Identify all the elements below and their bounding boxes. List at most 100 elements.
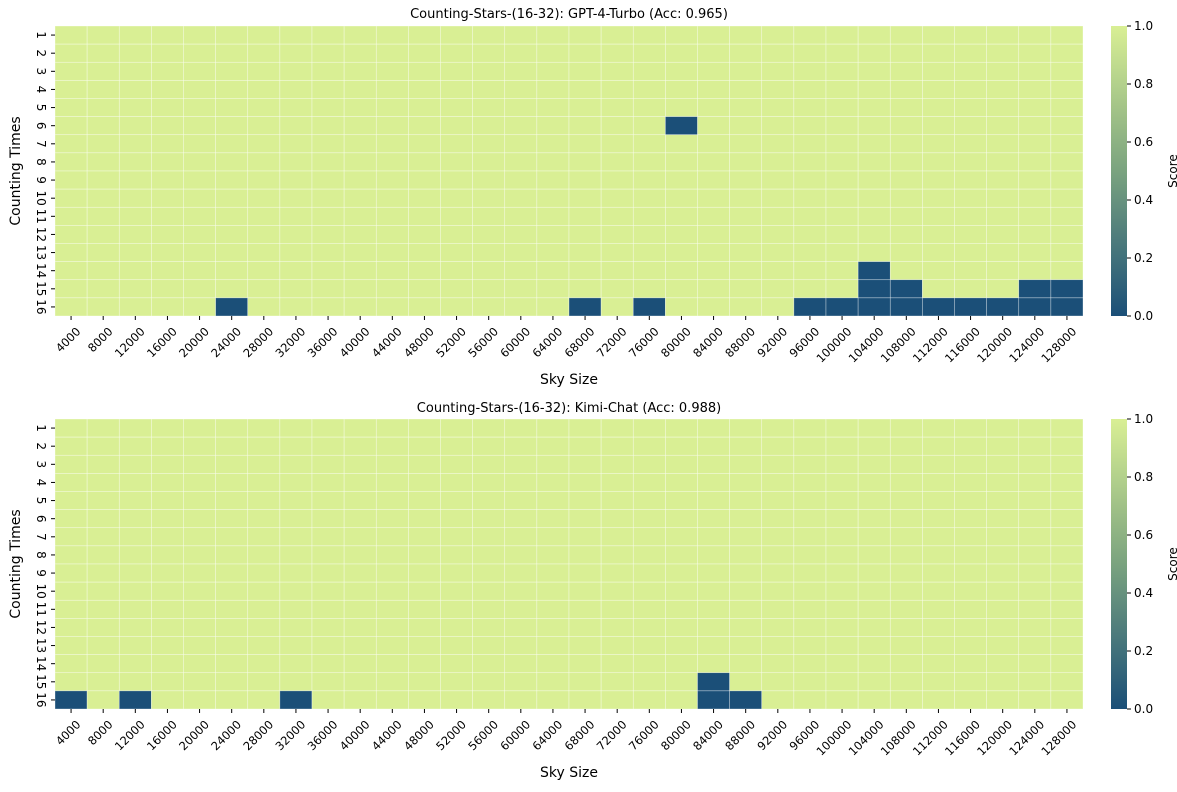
heatmap-cell [183,599,216,619]
heatmap-cell [793,25,827,45]
heatmap-cell [215,690,249,710]
heatmap-cell [1018,672,1052,692]
heatmap-cell [215,545,249,565]
heatmap-cell [215,206,249,226]
heatmap-cell [632,225,666,244]
heatmap-cell [986,581,1020,601]
heatmap-cell [86,527,120,547]
heatmap-cell [825,206,859,226]
heatmap-cell [86,545,120,565]
heatmap-cell [1050,261,1084,281]
heatmap-cell [665,563,698,583]
heatmap-cell [761,454,795,474]
heatmap-cell [408,690,441,710]
heatmap-cell [600,599,634,619]
heatmap-cell [632,170,666,190]
heatmap-cell [568,509,602,529]
heatmap-cell [472,243,506,262]
heatmap-cell [472,279,506,299]
heatmap-cell [408,545,441,565]
heatmap-cell [440,509,473,529]
y-tick-label: 11 [34,209,48,224]
heatmap-cell [151,473,184,492]
heatmap-cell [440,618,473,637]
heatmap-cell [86,206,120,226]
heatmap-cell [536,170,570,190]
heatmap-cell [408,509,441,529]
heatmap-cell [1018,98,1052,117]
heatmap-cell [1050,134,1084,154]
heatmap-cell [375,80,409,99]
heatmap-cell [279,636,313,655]
heatmap-cell [825,80,859,99]
heatmap-cell [729,116,763,136]
heatmap-cell [954,116,987,136]
heatmap-cell [536,509,570,529]
heatmap-cell [343,491,377,510]
heatmap-cell [472,618,506,637]
heatmap-cell [1018,563,1052,583]
heatmap-cell [183,581,216,601]
y-tick-label: 1 [34,31,48,39]
heatmap-cell [215,297,249,317]
heatmap-cell [183,690,216,710]
colorbar-tick-label: 0.6 [1134,528,1153,542]
heatmap-cell [311,545,345,565]
heatmap-cell [600,206,634,226]
heatmap-cell [54,636,88,655]
heatmap-cell [279,473,313,492]
heatmap-cell [151,418,184,438]
heatmap-cell [922,80,955,99]
heatmap-cell [729,527,763,547]
heatmap-cell [54,545,88,565]
heatmap-cell [408,43,441,63]
heatmap-cell [86,80,120,99]
heatmap-cell [343,98,377,117]
heatmap-cell [857,116,891,136]
heatmap-cell [697,527,730,547]
heatmap-cell [375,25,409,45]
heatmap-cell [215,43,249,63]
heatmap-cell [279,98,313,117]
x-tick-label: 20000 [176,324,212,360]
x-tick-label: 88000 [722,717,758,753]
heatmap-cell [54,599,88,619]
heatmap-cell [793,225,827,244]
heatmap-cell [440,491,473,510]
heatmap-cell [697,454,730,474]
heatmap-cell [857,80,891,99]
heatmap-cell [408,581,441,601]
heatmap-cell [86,509,120,529]
x-tick-label: 36000 [305,324,341,360]
heatmap-cell [889,225,923,244]
heatmap-cell [536,297,570,317]
heatmap-cell [568,454,602,474]
heatmap-cell [761,43,795,63]
heatmap-cell [568,297,602,317]
heatmap-cell [1050,491,1084,510]
heatmap-cell [568,563,602,583]
heatmap-cell [151,206,184,226]
x-tick-label: 128000 [1038,324,1079,365]
heatmap-cell [504,581,538,601]
heatmap-cell [1018,43,1052,63]
heatmap-cell [1018,279,1052,299]
x-tick-label: 76000 [626,717,662,753]
heatmap-cell [408,618,441,637]
heatmap-cell [440,297,473,317]
heatmap-cell [504,297,538,317]
heatmap-cell [729,491,763,510]
heatmap-cell [1050,116,1084,136]
heatmap-cell [408,225,441,244]
heatmap-cell [375,491,409,510]
heatmap-cell [954,509,987,529]
heatmap-cell [889,690,923,710]
x-tick-label: 44000 [369,717,405,753]
heatmap-cell [183,545,216,565]
colorbar-label: Score [1166,154,1177,188]
heatmap-cell [825,116,859,136]
heatmap-cell [729,170,763,190]
heatmap-cell [247,418,281,438]
heatmap-cell [729,134,763,154]
heatmap-cell [922,436,955,456]
